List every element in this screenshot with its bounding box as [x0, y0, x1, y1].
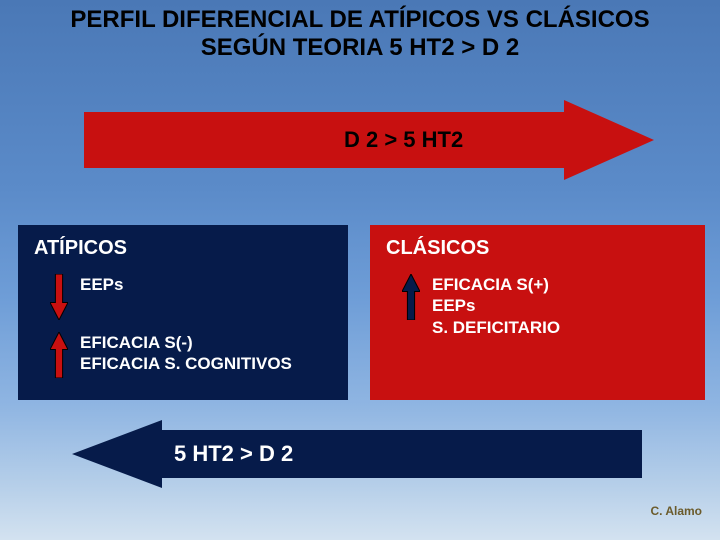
small-arrow-up-icon [402, 274, 420, 320]
bottom-arrow: 5 HT2 > D 2 [72, 420, 642, 488]
bottom-arrow-shape [72, 420, 642, 488]
atipicos-heading: ATÍPICOS [34, 237, 332, 260]
slide-title: PERFIL DIFERENCIAL DE ATÍPICOS VS CLÁSIC… [0, 6, 720, 61]
slide: PERFIL DIFERENCIAL DE ATÍPICOS VS CLÁSIC… [0, 0, 720, 540]
top-arrow-label: D 2 > 5 HT2 [344, 127, 463, 153]
atipicos-panel: ATÍPICOS EEPs EFICACIA S(-) EFICACIA S. C… [18, 225, 348, 400]
panel-row-text: EFICACIA S(-) EFICACIA S. COGNITIVOS [80, 332, 292, 375]
small-arrow-down-icon [50, 274, 68, 320]
clasicos-panel: CLÁSICOS EFICACIA S(+) EEPs S. DEFICITAR… [370, 225, 705, 400]
top-arrow: D 2 > 5 HT2 [84, 100, 654, 180]
panel-row: EFICACIA S(+) EEPs S. DEFICITARIO [386, 274, 689, 338]
bottom-arrow-label: 5 HT2 > D 2 [174, 441, 293, 467]
title-line1: PERFIL DIFERENCIAL DE ATÍPICOS VS CLÁSIC… [0, 6, 720, 34]
attribution: C. Alamo [650, 504, 702, 518]
small-arrow-up-icon [50, 332, 68, 378]
panel-row: EEPs [34, 274, 332, 320]
panel-row-text: EEPs [80, 274, 123, 295]
panel-row: EFICACIA S(-) EFICACIA S. COGNITIVOS [34, 332, 332, 378]
clasicos-heading: CLÁSICOS [386, 237, 689, 260]
panel-row-text: EFICACIA S(+) EEPs S. DEFICITARIO [432, 274, 560, 338]
title-line2: SEGÚN TEORIA 5 HT2 > D 2 [0, 34, 720, 62]
